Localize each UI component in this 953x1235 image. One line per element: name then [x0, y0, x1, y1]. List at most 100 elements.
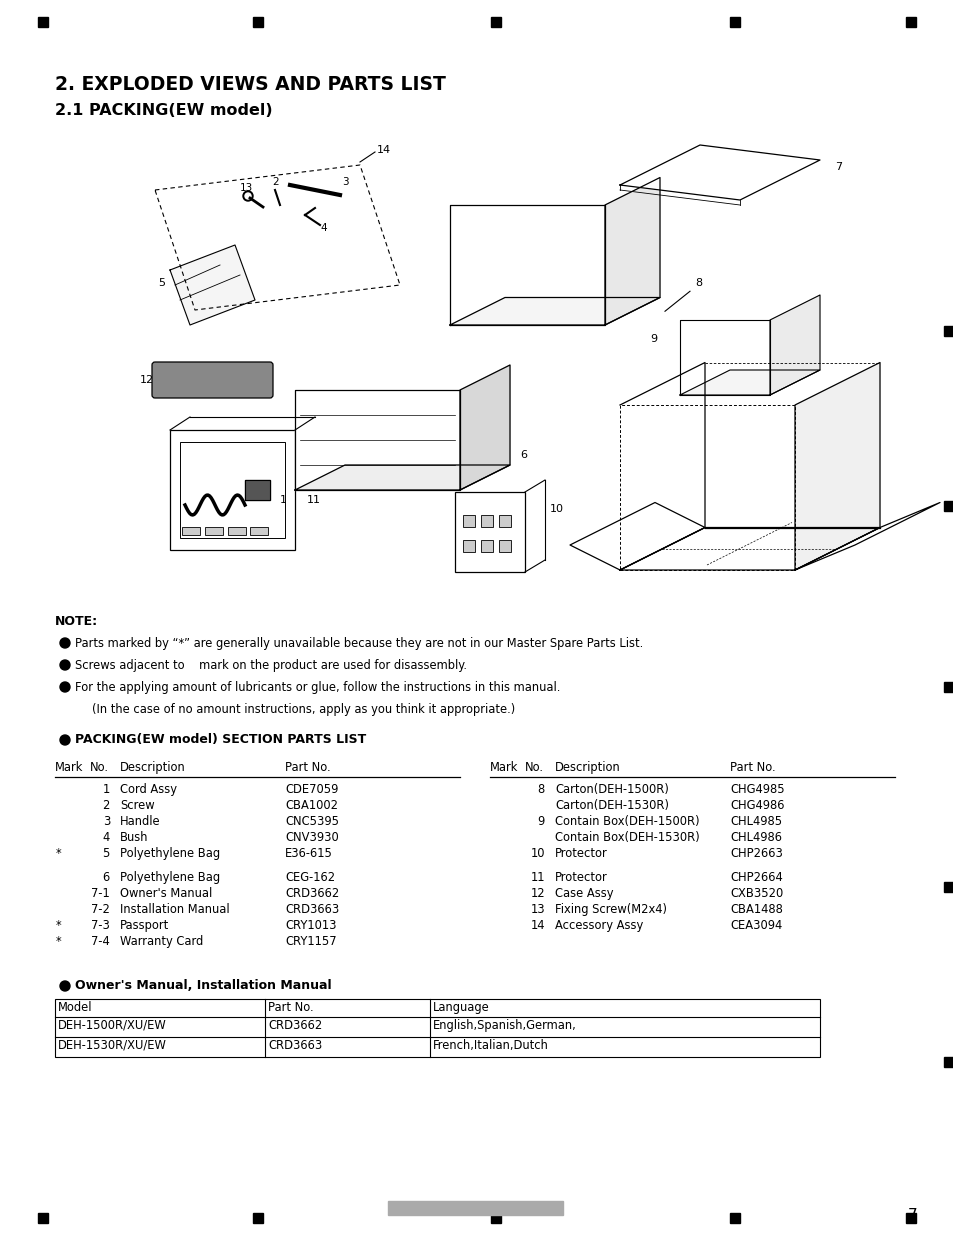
Text: 9: 9: [537, 815, 544, 827]
Bar: [480, 540, 493, 552]
Polygon shape: [794, 503, 939, 571]
Text: 2.1 PACKING(EW model): 2.1 PACKING(EW model): [55, 103, 273, 119]
Text: 11: 11: [530, 871, 544, 884]
Bar: [491, 17, 500, 27]
Bar: [905, 17, 915, 27]
Text: CRY1157: CRY1157: [285, 935, 336, 948]
Text: CHL4986: CHL4986: [729, 831, 781, 844]
Text: 14: 14: [530, 919, 544, 932]
Circle shape: [243, 191, 253, 201]
Text: *: *: [56, 935, 62, 948]
Text: 7-2: 7-2: [91, 903, 110, 916]
Text: 4: 4: [319, 224, 326, 233]
Polygon shape: [619, 144, 820, 200]
Text: 12: 12: [140, 375, 154, 385]
Polygon shape: [679, 320, 769, 395]
Polygon shape: [294, 390, 459, 490]
Text: 3: 3: [103, 815, 110, 827]
Text: CRD3663: CRD3663: [285, 903, 339, 916]
Text: 6: 6: [103, 871, 110, 884]
Text: 14: 14: [376, 144, 391, 156]
Text: French,Italian,Dutch: French,Italian,Dutch: [433, 1039, 548, 1052]
Text: Cord Assy: Cord Assy: [120, 783, 177, 797]
Bar: [498, 540, 511, 552]
Polygon shape: [294, 466, 510, 490]
Text: CNV3930: CNV3930: [285, 831, 338, 844]
Bar: [388, 1200, 562, 1215]
Text: Model: Model: [58, 1002, 92, 1014]
Text: (In the case of no amount instructions, apply as you think it appropriate.): (In the case of no amount instructions, …: [91, 703, 515, 716]
Text: 7: 7: [834, 162, 841, 172]
Polygon shape: [794, 363, 879, 571]
Text: Screw: Screw: [120, 799, 154, 811]
Polygon shape: [245, 480, 270, 500]
Text: CRY1013: CRY1013: [285, 919, 336, 932]
Text: CEG-162: CEG-162: [285, 871, 335, 884]
Text: E36-615: E36-615: [285, 847, 333, 860]
Text: Installation Manual: Installation Manual: [120, 903, 230, 916]
Text: 4: 4: [103, 831, 110, 844]
Text: Accessory Assy: Accessory Assy: [555, 919, 642, 932]
FancyBboxPatch shape: [170, 430, 294, 550]
Text: English,Spanish,German,: English,Spanish,German,: [433, 1019, 577, 1032]
Polygon shape: [450, 205, 604, 325]
Text: Owner's Manual, Installation Manual: Owner's Manual, Installation Manual: [75, 979, 332, 992]
Text: 10: 10: [550, 504, 563, 514]
Text: CHG4986: CHG4986: [729, 799, 783, 811]
Bar: [943, 682, 953, 692]
Text: DEH-1530R/XU/EW: DEH-1530R/XU/EW: [58, 1039, 167, 1052]
Bar: [462, 540, 475, 552]
Text: CDE7059: CDE7059: [285, 783, 338, 797]
Text: 2: 2: [272, 177, 278, 186]
Circle shape: [60, 682, 70, 692]
Text: *: *: [56, 847, 62, 860]
Text: Screws adjacent to    mark on the product are used for disassembly.: Screws adjacent to mark on the product a…: [75, 659, 467, 672]
Text: 6: 6: [519, 450, 526, 459]
Bar: [462, 515, 475, 527]
Text: Parts marked by “*” are generally unavailable because they are not in our Master: Parts marked by “*” are generally unavai…: [75, 637, 642, 650]
Text: Bush: Bush: [120, 831, 149, 844]
Text: 13: 13: [240, 183, 253, 193]
Text: Mark: Mark: [490, 761, 517, 774]
Bar: [253, 1213, 262, 1223]
Text: Handle: Handle: [120, 815, 160, 827]
Text: Description: Description: [120, 761, 186, 774]
Text: CNC5395: CNC5395: [285, 815, 338, 827]
Text: 12: 12: [530, 887, 544, 900]
Bar: [729, 17, 739, 27]
Text: 2: 2: [103, 799, 110, 811]
Bar: [491, 1213, 500, 1223]
Bar: [498, 515, 511, 527]
Bar: [250, 527, 268, 535]
Text: Case Assy: Case Assy: [555, 887, 613, 900]
Circle shape: [60, 638, 70, 648]
FancyBboxPatch shape: [455, 492, 524, 572]
Bar: [943, 882, 953, 892]
Text: Carton(DEH-1530R): Carton(DEH-1530R): [555, 799, 668, 811]
Text: DEH-1500R/XU/EW: DEH-1500R/XU/EW: [58, 1019, 167, 1032]
Text: CXB3520: CXB3520: [729, 887, 782, 900]
Text: 1: 1: [280, 495, 287, 505]
Circle shape: [245, 193, 251, 199]
Polygon shape: [459, 366, 510, 490]
Bar: [205, 527, 223, 535]
Bar: [38, 17, 48, 27]
Text: Part No.: Part No.: [268, 1002, 314, 1014]
Text: CEA3094: CEA3094: [729, 919, 781, 932]
Text: Warranty Card: Warranty Card: [120, 935, 203, 948]
Text: 9: 9: [649, 335, 657, 345]
Text: CRD3662: CRD3662: [268, 1019, 322, 1032]
Text: CHP2663: CHP2663: [729, 847, 782, 860]
Text: 7-1: 7-1: [91, 887, 110, 900]
Bar: [943, 1057, 953, 1067]
Bar: [729, 1213, 739, 1223]
Bar: [905, 1213, 915, 1223]
Text: 13: 13: [530, 903, 544, 916]
Polygon shape: [450, 298, 659, 325]
Text: CHG4985: CHG4985: [729, 783, 783, 797]
Text: PACKING(EW model) SECTION PARTS LIST: PACKING(EW model) SECTION PARTS LIST: [75, 734, 366, 746]
FancyBboxPatch shape: [152, 362, 273, 398]
Text: 10: 10: [530, 847, 544, 860]
Bar: [253, 17, 262, 27]
Text: 3: 3: [341, 177, 348, 186]
